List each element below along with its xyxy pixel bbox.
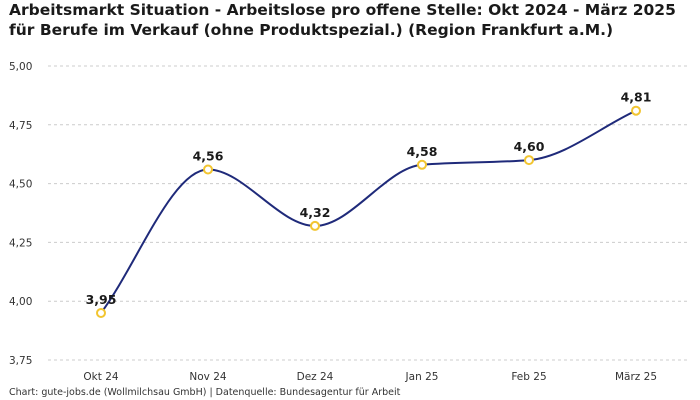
x-tick-label: Jan 25	[405, 371, 439, 383]
x-tick-label: Feb 25	[511, 371, 546, 383]
data-point	[96, 307, 106, 318]
data-points	[96, 105, 641, 318]
data-point	[417, 159, 427, 170]
data-point	[310, 220, 320, 231]
y-tick-label: 3,75	[9, 355, 32, 367]
data-label: 4,32	[300, 205, 331, 220]
y-tick-label: 4,00	[9, 296, 32, 308]
y-tick-label: 5,00	[9, 61, 32, 73]
y-tick-label: 4,75	[9, 120, 32, 132]
data-labels: 3,95 4,56 4,32 4,58 4,60 4,81	[86, 90, 652, 307]
data-label: 4,81	[621, 90, 652, 105]
data-label: 4,56	[193, 148, 224, 163]
y-tick-label: 4,25	[9, 237, 32, 249]
series-line	[100, 109, 637, 314]
y-axis-ticks: 3,75 4,00 4,25 4,50 4,75 5,00	[9, 61, 32, 367]
data-label: 4,60	[514, 139, 545, 154]
x-tick-label: März 25	[615, 371, 657, 383]
data-label: 3,95	[86, 292, 117, 307]
x-axis-ticks: Okt 24 Nov 24 Dez 24 Jan 25 Feb 25 März 25	[83, 371, 657, 383]
x-tick-label: Okt 24	[83, 371, 118, 383]
source-note: Chart: gute-jobs.de (Wollmilchsau GmbH) …	[9, 387, 401, 398]
gridlines	[48, 65, 690, 361]
data-point	[203, 164, 213, 175]
x-tick-label: Dez 24	[297, 371, 334, 383]
x-tick-label: Nov 24	[189, 371, 227, 383]
data-point	[631, 105, 641, 116]
chart-title: Arbeitsmarkt Situation - Arbeitslose pro…	[9, 1, 676, 39]
data-label: 4,58	[407, 144, 438, 159]
y-tick-label: 4,50	[9, 179, 32, 191]
data-point	[524, 155, 534, 166]
